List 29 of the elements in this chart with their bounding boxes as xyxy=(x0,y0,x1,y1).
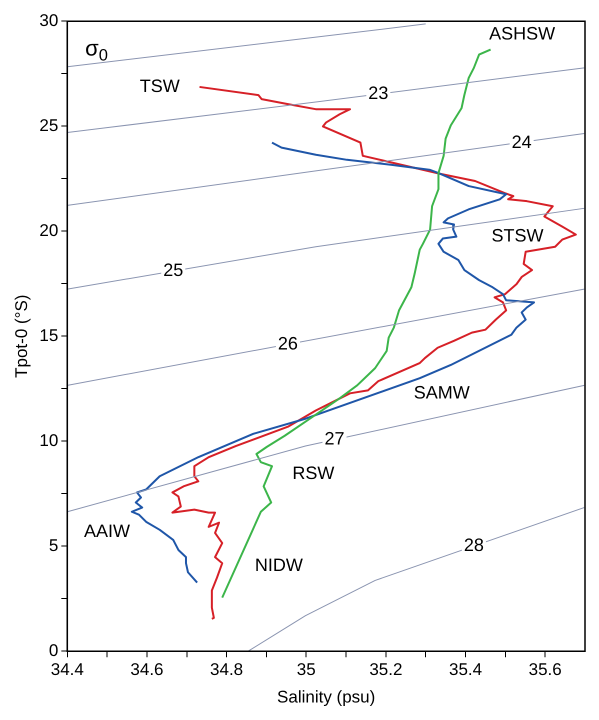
annotation: 28 xyxy=(464,534,484,555)
annotation: 26 xyxy=(278,333,298,354)
annotation: TSW xyxy=(140,76,180,96)
y-tick-label: 10 xyxy=(39,430,58,450)
x-axis-title: Salinity (psu) xyxy=(277,687,376,706)
y-tick-label: 5 xyxy=(48,536,58,555)
annotation: 24 xyxy=(512,132,532,152)
x-tick-label: 34.4 xyxy=(50,660,84,680)
y-tick-label: 20 xyxy=(39,220,58,240)
annotation: AAIW xyxy=(84,521,130,542)
annotation: RSW xyxy=(292,463,334,484)
annotation: STSW xyxy=(491,226,544,246)
annotation: 27 xyxy=(324,428,345,449)
annotation: 25 xyxy=(163,260,184,280)
annotation: NIDW xyxy=(254,555,303,576)
x-tick-label: 35.6 xyxy=(528,660,562,680)
x-tick-label: 35.4 xyxy=(448,660,482,680)
x-tick-label: 35 xyxy=(296,660,316,680)
annotation: ASHSW xyxy=(489,23,556,44)
y-tick-label: 15 xyxy=(39,326,58,345)
x-tick-label: 34.6 xyxy=(130,660,164,680)
y-tick-label: 25 xyxy=(39,116,58,135)
x-tick-label: 35.2 xyxy=(369,660,402,680)
x-tick-label: 34.8 xyxy=(210,660,244,680)
annotation: 23 xyxy=(368,83,388,104)
annotation: SAMW xyxy=(414,382,470,402)
y-tick-label: 30 xyxy=(39,10,58,30)
y-axis-title: Tpot-0 (°S) xyxy=(12,294,31,378)
y-tick-label: 0 xyxy=(48,640,58,660)
